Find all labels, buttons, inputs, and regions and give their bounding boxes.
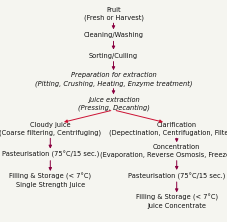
- Text: Clarification
(Depectination, Centrifugation, Filtering): Clarification (Depectination, Centrifuga…: [109, 122, 227, 136]
- Text: Cloudy juice
(Coarse filtering, Centrifuging): Cloudy juice (Coarse filtering, Centrifu…: [0, 122, 101, 136]
- Text: Fruit
(Fresh or Harvest): Fruit (Fresh or Harvest): [84, 7, 143, 21]
- Text: Pasteurisation (75°C/15 sec.): Pasteurisation (75°C/15 sec.): [2, 151, 99, 158]
- Text: Preparation for extraction
(Pitting, Crushing, Heating, Enzyme treatment): Preparation for extraction (Pitting, Cru…: [35, 72, 192, 87]
- Text: Filling & Storage (< 7°C)
Single Strength Juice: Filling & Storage (< 7°C) Single Strengt…: [9, 173, 91, 188]
- Text: Pasteurisation (75°C/15 sec.): Pasteurisation (75°C/15 sec.): [128, 172, 225, 180]
- Text: Juice extraction
(Pressing, Decanting): Juice extraction (Pressing, Decanting): [78, 96, 149, 111]
- Text: Cleaning/Washing: Cleaning/Washing: [84, 32, 143, 38]
- Text: Concentration
(Evaporation, Reverse Osmosis, Freeze conc.): Concentration (Evaporation, Reverse Osmo…: [100, 145, 227, 159]
- Text: Sorting/Culling: Sorting/Culling: [89, 53, 138, 59]
- Text: Filling & Storage (< 7°C)
Juice Concentrate: Filling & Storage (< 7°C) Juice Concentr…: [136, 194, 218, 209]
